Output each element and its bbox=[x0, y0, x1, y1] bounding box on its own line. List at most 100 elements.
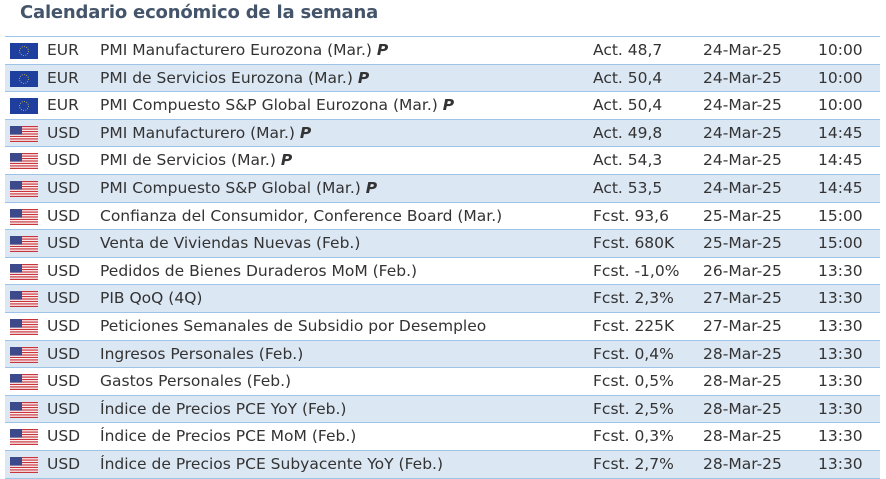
currency: EUR bbox=[47, 68, 79, 87]
date: 28-Mar-25 bbox=[703, 427, 782, 446]
value: Fcst. 2,7% bbox=[593, 454, 674, 473]
date: 24-Mar-25 bbox=[703, 123, 782, 142]
time: 13:30 bbox=[818, 289, 863, 308]
preliminary-mark: P bbox=[280, 151, 293, 170]
event-name: Índice de Precios PCE YoY (Feb.) bbox=[100, 399, 347, 418]
table-row: USD PMI de Servicios (Mar.) P Act. 54,3 … bbox=[5, 147, 880, 175]
currency: USD bbox=[47, 123, 81, 142]
time: 14:45 bbox=[818, 151, 863, 170]
value: Fcst. 0,4% bbox=[593, 344, 674, 363]
table-row: USD PMI Manufacturero (Mar.) P Act. 49,8… bbox=[5, 119, 880, 148]
date: 24-Mar-25 bbox=[703, 68, 782, 87]
eu-flag-icon bbox=[10, 43, 38, 59]
us-flag-icon bbox=[10, 429, 38, 446]
time: 13:30 bbox=[818, 454, 863, 473]
time: 13:30 bbox=[818, 344, 863, 363]
currency: USD bbox=[47, 344, 81, 363]
us-flag-icon bbox=[10, 263, 38, 280]
us-flag-icon bbox=[10, 125, 38, 142]
currency: USD bbox=[47, 316, 81, 335]
date: 24-Mar-25 bbox=[703, 178, 782, 197]
us-flag-icon bbox=[10, 456, 38, 473]
date: 27-Mar-25 bbox=[703, 316, 782, 335]
currency: USD bbox=[47, 427, 81, 446]
table-row: USD Venta de Viviendas Nuevas (Feb.) Fcs… bbox=[5, 230, 880, 258]
value: Fcst. 0,5% bbox=[593, 372, 674, 391]
date: 28-Mar-25 bbox=[703, 372, 782, 391]
time: 15:00 bbox=[818, 206, 863, 225]
time: 14:45 bbox=[818, 178, 863, 197]
value: Fcst. 680K bbox=[593, 234, 675, 253]
time: 10:00 bbox=[818, 41, 863, 59]
value: Fcst. 93,6 bbox=[593, 206, 669, 225]
value: Fcst. -1,0% bbox=[593, 261, 680, 280]
date: 25-Mar-25 bbox=[703, 234, 782, 253]
event-name: Índice de Precios PCE MoM (Feb.) bbox=[100, 427, 357, 446]
table-row: USD Índice de Precios PCE MoM (Feb.) Fcs… bbox=[5, 423, 880, 451]
us-flag-icon bbox=[10, 374, 38, 391]
value: Fcst. 2,5% bbox=[593, 399, 674, 418]
currency: EUR bbox=[47, 96, 79, 115]
time: 13:30 bbox=[818, 399, 863, 418]
table-row: USD PIB QoQ (4Q) Fcst. 2,3% 27-Mar-25 13… bbox=[5, 285, 880, 313]
table-row: USD Gastos Personales (Feb.) Fcst. 0,5% … bbox=[5, 368, 880, 396]
value: Act. 50,4 bbox=[593, 68, 663, 87]
preliminary-mark: P bbox=[442, 96, 455, 115]
preliminary-mark: P bbox=[376, 41, 389, 59]
value: Act. 54,3 bbox=[593, 151, 663, 170]
currency: USD bbox=[47, 261, 81, 280]
table-row: EUR PMI Manufacturero Eurozona (Mar.) P … bbox=[5, 37, 880, 65]
event-name: Índice de Precios PCE Subyacente YoY (Fe… bbox=[100, 454, 444, 473]
currency: USD bbox=[47, 289, 81, 308]
table-row: USD Ingresos Personales (Feb.) Fcst. 0,4… bbox=[5, 340, 880, 369]
value: Act. 49,8 bbox=[593, 123, 663, 142]
us-flag-icon bbox=[10, 153, 38, 170]
event-name: Peticiones Semanales de Subsidio por Des… bbox=[100, 316, 487, 335]
date: 24-Mar-25 bbox=[703, 151, 782, 170]
value: Fcst. 225K bbox=[593, 316, 675, 335]
date: 28-Mar-25 bbox=[703, 399, 782, 418]
economic-calendar-table: EUR PMI Manufacturero Eurozona (Mar.) P … bbox=[5, 36, 880, 479]
value: Act. 53,5 bbox=[593, 178, 663, 197]
currency: USD bbox=[47, 454, 81, 473]
event-name: PMI de Servicios Eurozona (Mar.) P bbox=[100, 68, 370, 87]
page-title: Calendario económico de la semana bbox=[20, 2, 379, 23]
preliminary-mark: P bbox=[299, 123, 312, 142]
event-name: PMI Compuesto S&P Global Eurozona (Mar.)… bbox=[100, 96, 455, 115]
time: 13:30 bbox=[818, 427, 863, 446]
table-row: USD Pedidos de Bienes Duraderos MoM (Feb… bbox=[5, 258, 880, 286]
preliminary-mark: P bbox=[365, 178, 378, 197]
currency: USD bbox=[47, 399, 81, 418]
value: Fcst. 2,3% bbox=[593, 289, 674, 308]
time: 10:00 bbox=[818, 68, 863, 87]
currency: EUR bbox=[47, 41, 79, 59]
date: 28-Mar-25 bbox=[703, 344, 782, 363]
time: 14:45 bbox=[818, 123, 863, 142]
currency: USD bbox=[47, 372, 81, 391]
us-flag-icon bbox=[10, 401, 38, 418]
us-flag-icon bbox=[10, 208, 38, 225]
value: Act. 50,4 bbox=[593, 96, 663, 115]
date: 25-Mar-25 bbox=[703, 206, 782, 225]
event-name: PMI Compuesto S&P Global (Mar.) P bbox=[100, 178, 378, 197]
event-name: Venta de Viviendas Nuevas (Feb.) bbox=[100, 234, 361, 253]
table-row: USD Índice de Precios PCE YoY (Feb.) Fcs… bbox=[5, 395, 880, 424]
currency: USD bbox=[47, 178, 81, 197]
us-flag-icon bbox=[10, 291, 38, 308]
event-name: Confianza del Consumidor, Conference Boa… bbox=[100, 206, 503, 225]
time: 13:30 bbox=[818, 261, 863, 280]
table-row: USD PMI Compuesto S&P Global (Mar.) P Ac… bbox=[5, 174, 880, 203]
table-row: USD Índice de Precios PCE Subyacente YoY… bbox=[5, 450, 880, 479]
event-name: PMI Manufacturero Eurozona (Mar.) P bbox=[100, 41, 389, 59]
table-row: EUR PMI Compuesto S&P Global Eurozona (M… bbox=[5, 92, 880, 120]
currency: USD bbox=[47, 234, 81, 253]
event-name: Pedidos de Bienes Duraderos MoM (Feb.) bbox=[100, 261, 418, 280]
date: 24-Mar-25 bbox=[703, 41, 782, 59]
eu-flag-icon bbox=[10, 98, 38, 115]
time: 13:30 bbox=[818, 372, 863, 391]
event-name: PMI Manufacturero (Mar.) P bbox=[100, 123, 312, 142]
us-flag-icon bbox=[10, 180, 38, 197]
time: 15:00 bbox=[818, 234, 863, 253]
us-flag-icon bbox=[10, 318, 38, 335]
us-flag-icon bbox=[10, 346, 38, 363]
